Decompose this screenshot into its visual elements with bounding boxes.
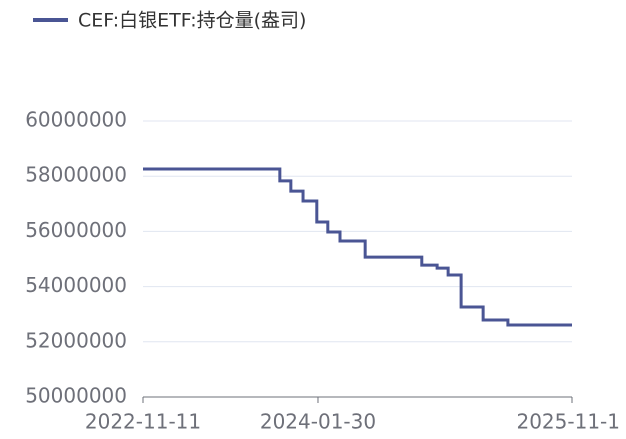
y-tick-label: 60000000	[25, 108, 127, 132]
x-tick-label: 2024-01-30	[260, 410, 376, 434]
legend-label: CEF:白银ETF:持仓量(盎司)	[78, 10, 306, 32]
y-tick-label: 58000000	[25, 163, 127, 187]
x-tick-label: 2025-11-1	[516, 410, 620, 434]
y-tick-label: 54000000	[25, 273, 127, 297]
y-tick-label: 50000000	[25, 384, 127, 408]
y-tick-label: 56000000	[25, 218, 127, 242]
y-tick-label: 52000000	[25, 328, 127, 352]
x-tick-label: 2022-11-11	[85, 410, 201, 434]
series-line	[143, 167, 572, 327]
